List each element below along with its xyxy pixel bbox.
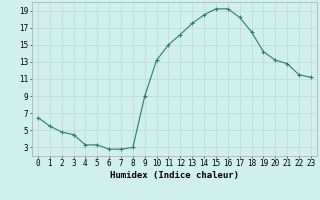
X-axis label: Humidex (Indice chaleur): Humidex (Indice chaleur): [110, 171, 239, 180]
